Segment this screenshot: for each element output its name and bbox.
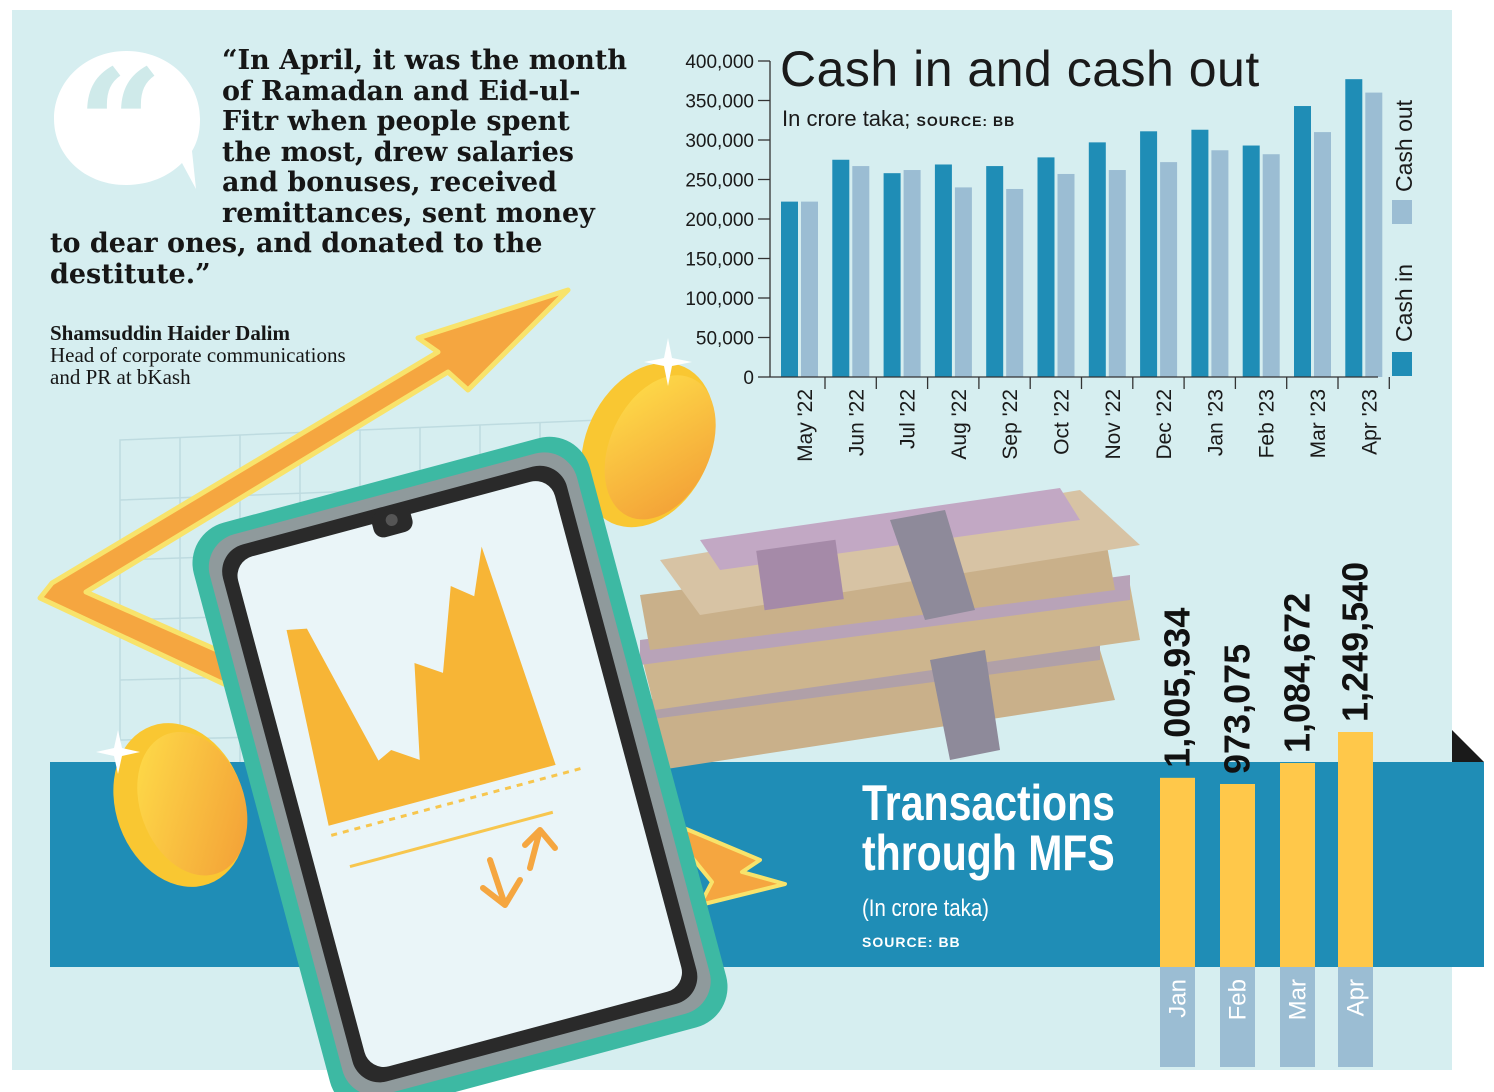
x-tick-label: Jul '22 xyxy=(897,389,920,449)
cash-in-bar xyxy=(1345,79,1363,378)
chart-title: Cash in and cash out xyxy=(780,41,1260,97)
cash-in-bar xyxy=(1242,145,1260,377)
quote-line: of Ramadan and Eid-ul- xyxy=(222,76,581,107)
x-tick-label: May '22 xyxy=(794,389,817,462)
cash-in-bar xyxy=(1037,157,1055,377)
y-tick-label: 300,000 xyxy=(685,131,754,152)
cash-out-bar xyxy=(1211,150,1229,377)
coin-left xyxy=(113,723,248,887)
quote-author-role: Head of corporate communications xyxy=(50,343,346,367)
y-tick-label: 150,000 xyxy=(685,250,754,271)
cash-out-bar xyxy=(1262,154,1280,377)
quote-author-role: and PR at bKash xyxy=(50,365,191,389)
cash-in-bar xyxy=(1140,131,1158,377)
quote-line: the most, drew salaries xyxy=(222,137,574,168)
mfs-bar xyxy=(1280,763,1315,967)
cash-out-bar xyxy=(801,201,818,377)
x-tick-label: Dec '22 xyxy=(1153,389,1176,460)
mfs-chart-source: SOURCE: BB xyxy=(862,934,961,950)
cash-out-bar xyxy=(1314,132,1331,377)
transfer-arrows-icon xyxy=(480,827,558,908)
mfs-category-box xyxy=(1160,967,1195,1067)
x-tick-label: Feb '23 xyxy=(1256,389,1279,458)
mfs-value-label: 1,084,672 xyxy=(1277,593,1318,753)
cash-out-bar xyxy=(1160,162,1178,377)
mfs-category-box xyxy=(1220,967,1255,1067)
x-tick-label: Aug '22 xyxy=(948,389,971,460)
quote-attribution: Shamsuddin Haider Dalim Head of corporat… xyxy=(50,322,346,388)
mfs-value-label: 1,249,540 xyxy=(1335,562,1376,722)
y-tick-label: 200,000 xyxy=(685,210,754,231)
quote-line: and bonuses, received xyxy=(222,167,557,198)
cash-in-bar xyxy=(934,164,952,377)
quote-bubble-icon: “ xyxy=(54,45,200,195)
cash-in-bar xyxy=(832,159,850,377)
svg-text:“: “ xyxy=(77,45,163,195)
legend-swatch-cash-in xyxy=(1392,352,1412,376)
mfs-category-label: Apr xyxy=(1343,979,1370,1016)
chart-subtitle: In crore taka; SOURCE: BB xyxy=(782,106,1015,132)
y-tick-label: 350,000 xyxy=(685,92,754,113)
cash-out-bar xyxy=(1365,92,1383,377)
mfs-value-label: 1,005,934 xyxy=(1157,608,1198,768)
cash-in-bar xyxy=(883,173,901,377)
quote-line: Fitr when people spent xyxy=(222,106,570,137)
mfs-category-box xyxy=(1338,967,1373,1067)
x-tick-label: Apr '23 xyxy=(1358,389,1381,455)
cash-out-bar xyxy=(1006,188,1024,377)
mfs-bar xyxy=(1220,783,1255,967)
coin-top xyxy=(581,362,716,528)
band-fold xyxy=(1452,730,1484,762)
quote-author: Shamsuddin Haider Dalim xyxy=(50,321,291,345)
legend-swatch-cash-out xyxy=(1392,200,1412,224)
cash-out-bar xyxy=(852,166,870,377)
quote-line: to dear ones, and donated to the xyxy=(50,228,543,259)
cash-out-bar xyxy=(1108,170,1126,377)
mfs-category-box xyxy=(1280,967,1315,1067)
y-tick-label: 0 xyxy=(743,368,754,389)
y-tick-label: 100,000 xyxy=(685,289,754,310)
x-tick-label: Mar '23 xyxy=(1307,389,1330,458)
x-tick-label: Nov '22 xyxy=(1102,389,1125,460)
cash-out-bar xyxy=(954,187,972,377)
mfs-chart-title: Transactions through MFS xyxy=(862,775,1115,881)
quote-line: “In April, it was the month xyxy=(222,45,628,76)
x-tick-label: Oct '22 xyxy=(1051,389,1074,455)
chart-unit: In crore taka; xyxy=(782,106,911,131)
x-tick-label: Sep '22 xyxy=(999,389,1022,460)
cash-in-bar xyxy=(1088,142,1106,377)
mfs-category-label: Mar xyxy=(1285,979,1312,1020)
y-tick-label: 400,000 xyxy=(685,52,754,73)
mfs-value-label: 973,075 xyxy=(1217,644,1258,774)
x-tick-label: Jan '23 xyxy=(1204,389,1227,456)
cash-out-bar xyxy=(903,170,921,377)
chart-source: SOURCE: BB xyxy=(916,113,1016,129)
legend-label-cash-out: Cash out xyxy=(1391,99,1417,192)
y-tick-label: 250,000 xyxy=(685,171,754,192)
quote-line: destitute.” xyxy=(50,259,211,290)
quote-line: remittances, sent money xyxy=(222,198,595,229)
cash-in-bar xyxy=(1191,129,1209,377)
mfs-bar xyxy=(1160,777,1195,967)
cash-out-bar xyxy=(1057,173,1075,377)
cash-in-bar xyxy=(781,201,798,377)
legend-label-cash-in: Cash in xyxy=(1391,264,1417,342)
mfs-chart-unit: (In crore taka) xyxy=(862,895,989,922)
y-tick-label: 50,000 xyxy=(696,329,754,350)
mfs-category-label: Feb xyxy=(1225,979,1252,1020)
cash-in-bar xyxy=(1294,106,1311,377)
mfs-category-label: Jan xyxy=(1165,979,1192,1018)
cash-in-bar xyxy=(986,166,1004,377)
x-tick-label: Jun '22 xyxy=(845,389,868,456)
mfs-bar xyxy=(1338,732,1373,967)
